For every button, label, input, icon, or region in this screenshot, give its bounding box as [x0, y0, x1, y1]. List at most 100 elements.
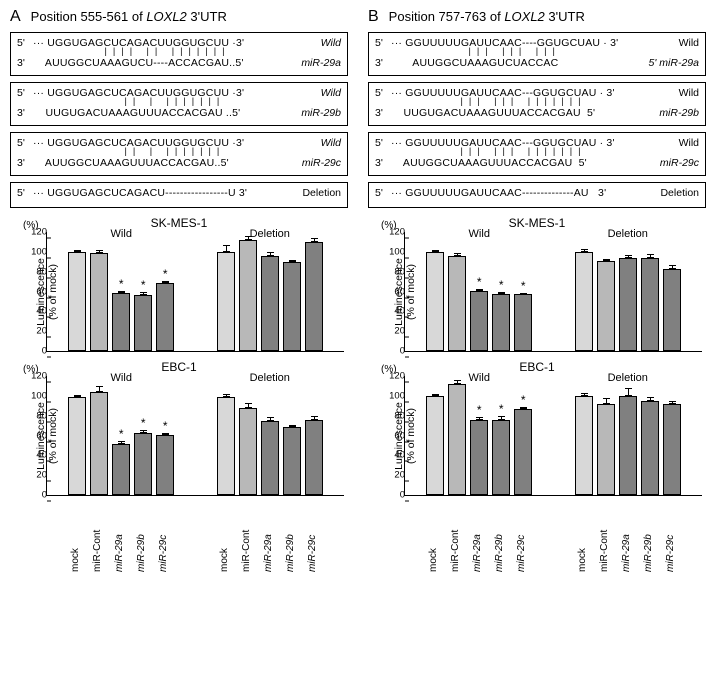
bar-slot	[305, 232, 323, 351]
y-tick: 40	[377, 306, 405, 317]
pairing-bars: ||| ||| |||	[467, 48, 559, 57]
bar	[283, 262, 301, 351]
seq-text: AUUGGCUAAAGUCU----ACCACGAU..5'	[33, 57, 244, 69]
bar-slot	[597, 232, 615, 351]
seq-label-wrap: Deletion	[660, 187, 699, 199]
y-tick: 100	[19, 246, 47, 257]
y-tick: 80	[377, 410, 405, 421]
x-label: miR-29c	[665, 554, 716, 572]
chart-block: SK-MES-1(%)Luminescence(% of mock)020406…	[10, 216, 348, 352]
error-bar	[501, 292, 502, 295]
seq-label: Wild	[321, 37, 341, 49]
bar	[470, 291, 488, 351]
bar-slot	[575, 232, 593, 351]
prime-3: 3'	[17, 107, 33, 119]
y-tick: 100	[377, 390, 405, 401]
bar-group	[554, 376, 703, 495]
seq-label-wrap: miR-29b	[659, 107, 699, 119]
error-bar	[479, 417, 480, 420]
bar	[261, 256, 279, 351]
panel-b: BPosition 757-763 of LOXL2 3'UTR5'··· GG…	[368, 8, 706, 554]
title-prefix: Position 757-763 of	[389, 9, 505, 24]
significance-star: *	[499, 279, 504, 291]
bar	[514, 294, 532, 351]
error-bar	[248, 403, 249, 408]
seq-label-wrap: Wild	[679, 87, 699, 99]
prime-5: 5'	[375, 187, 391, 199]
significance-star: *	[477, 276, 482, 288]
seq-label: Wild	[679, 37, 699, 49]
error-bar	[248, 236, 249, 240]
bar-group: ***	[405, 376, 554, 495]
error-bar	[292, 425, 293, 427]
bar	[239, 240, 257, 351]
seq-line-top: 5'··· UGGUGAGCUCAGACU-----------------U …	[17, 187, 341, 199]
bar	[239, 408, 257, 495]
error-bar	[501, 416, 502, 420]
bar	[217, 397, 235, 495]
bar	[426, 396, 444, 495]
prime-3: 3'	[375, 157, 391, 169]
seq-text: UUGUGACUAAAGUUUACCACGAU ..5'	[33, 107, 240, 119]
significance-star: *	[163, 420, 168, 432]
bar-slot: *	[514, 376, 532, 495]
error-bar	[523, 407, 524, 409]
seq-label-wrap: Deletion	[302, 187, 341, 199]
prime-5: 5'	[17, 137, 33, 149]
bar	[68, 252, 86, 351]
bar	[426, 252, 444, 351]
bar	[641, 258, 659, 351]
seq-label: miR-29c	[660, 157, 699, 169]
seq-text: AUUGGCUAAAGUUUACCACGAU 5'	[391, 157, 587, 169]
bar-slot	[261, 232, 279, 351]
y-tick: 20	[19, 470, 47, 481]
y-tick: 60	[19, 286, 47, 297]
seq-label-wrap: Wild	[321, 137, 341, 149]
error-bar	[292, 260, 293, 262]
bar-slot	[68, 232, 86, 351]
error-bar	[523, 293, 524, 295]
error-bar	[77, 395, 78, 397]
bar	[217, 252, 235, 351]
y-ticks: 020406080100120	[381, 376, 405, 495]
significance-star: *	[521, 394, 526, 406]
error-bar	[650, 254, 651, 258]
y-tick: 60	[19, 430, 47, 441]
bar-slot	[448, 376, 466, 495]
error-bar	[270, 417, 271, 421]
error-bar	[165, 433, 166, 435]
bars-area: ***	[405, 376, 702, 495]
panel-title: Position 555-561 of LOXL2 3'UTR	[31, 9, 227, 24]
bar-slot	[217, 232, 235, 351]
seq-label: 5' miR-29a	[649, 57, 699, 69]
seq-line-bottom: 3' UUGUGACUAAAGUUUACCACGAU ..5'miR-29b	[17, 107, 341, 119]
seq-label: Deletion	[302, 187, 341, 199]
seq-line-bottom: 3' AUUGGCUAAAGUUUACCACGAU..5'miR-29c	[17, 157, 341, 169]
error-bar	[606, 259, 607, 261]
prime-5: 5'	[375, 87, 391, 99]
bar-group: ***	[47, 232, 196, 351]
seq-line-bottom: 3' AUUGGCUAAAGUCU----ACCACGAU..5'miR-29a	[17, 57, 341, 69]
bar	[597, 404, 615, 495]
sequence-box: 5'··· UGGUGAGCUCAGACUUGGUGCUU ·3'Wild|||…	[10, 32, 348, 76]
error-bar	[584, 393, 585, 396]
bar-slot	[283, 376, 301, 495]
pairing-bars: |||| || |||||||	[103, 48, 229, 57]
error-bar	[314, 416, 315, 420]
bar	[134, 295, 152, 351]
bar-slot	[239, 232, 257, 351]
title-gene: LOXL2	[146, 9, 186, 24]
y-tick: 100	[19, 390, 47, 401]
bar-group	[554, 232, 703, 351]
bar	[514, 409, 532, 495]
y-tick: 120	[19, 227, 47, 238]
prime-3: 3'	[375, 107, 391, 119]
panel-letter: A	[10, 8, 21, 26]
y-tick: 80	[377, 266, 405, 277]
prime-5: 5'	[17, 87, 33, 99]
bar-slot	[239, 376, 257, 495]
y-tick: 0	[377, 490, 405, 501]
seq-text: AUUGGCUAAAGUUUACCACGAU..5'	[33, 157, 229, 169]
bar	[619, 396, 637, 495]
prime-3: 3'	[17, 57, 33, 69]
